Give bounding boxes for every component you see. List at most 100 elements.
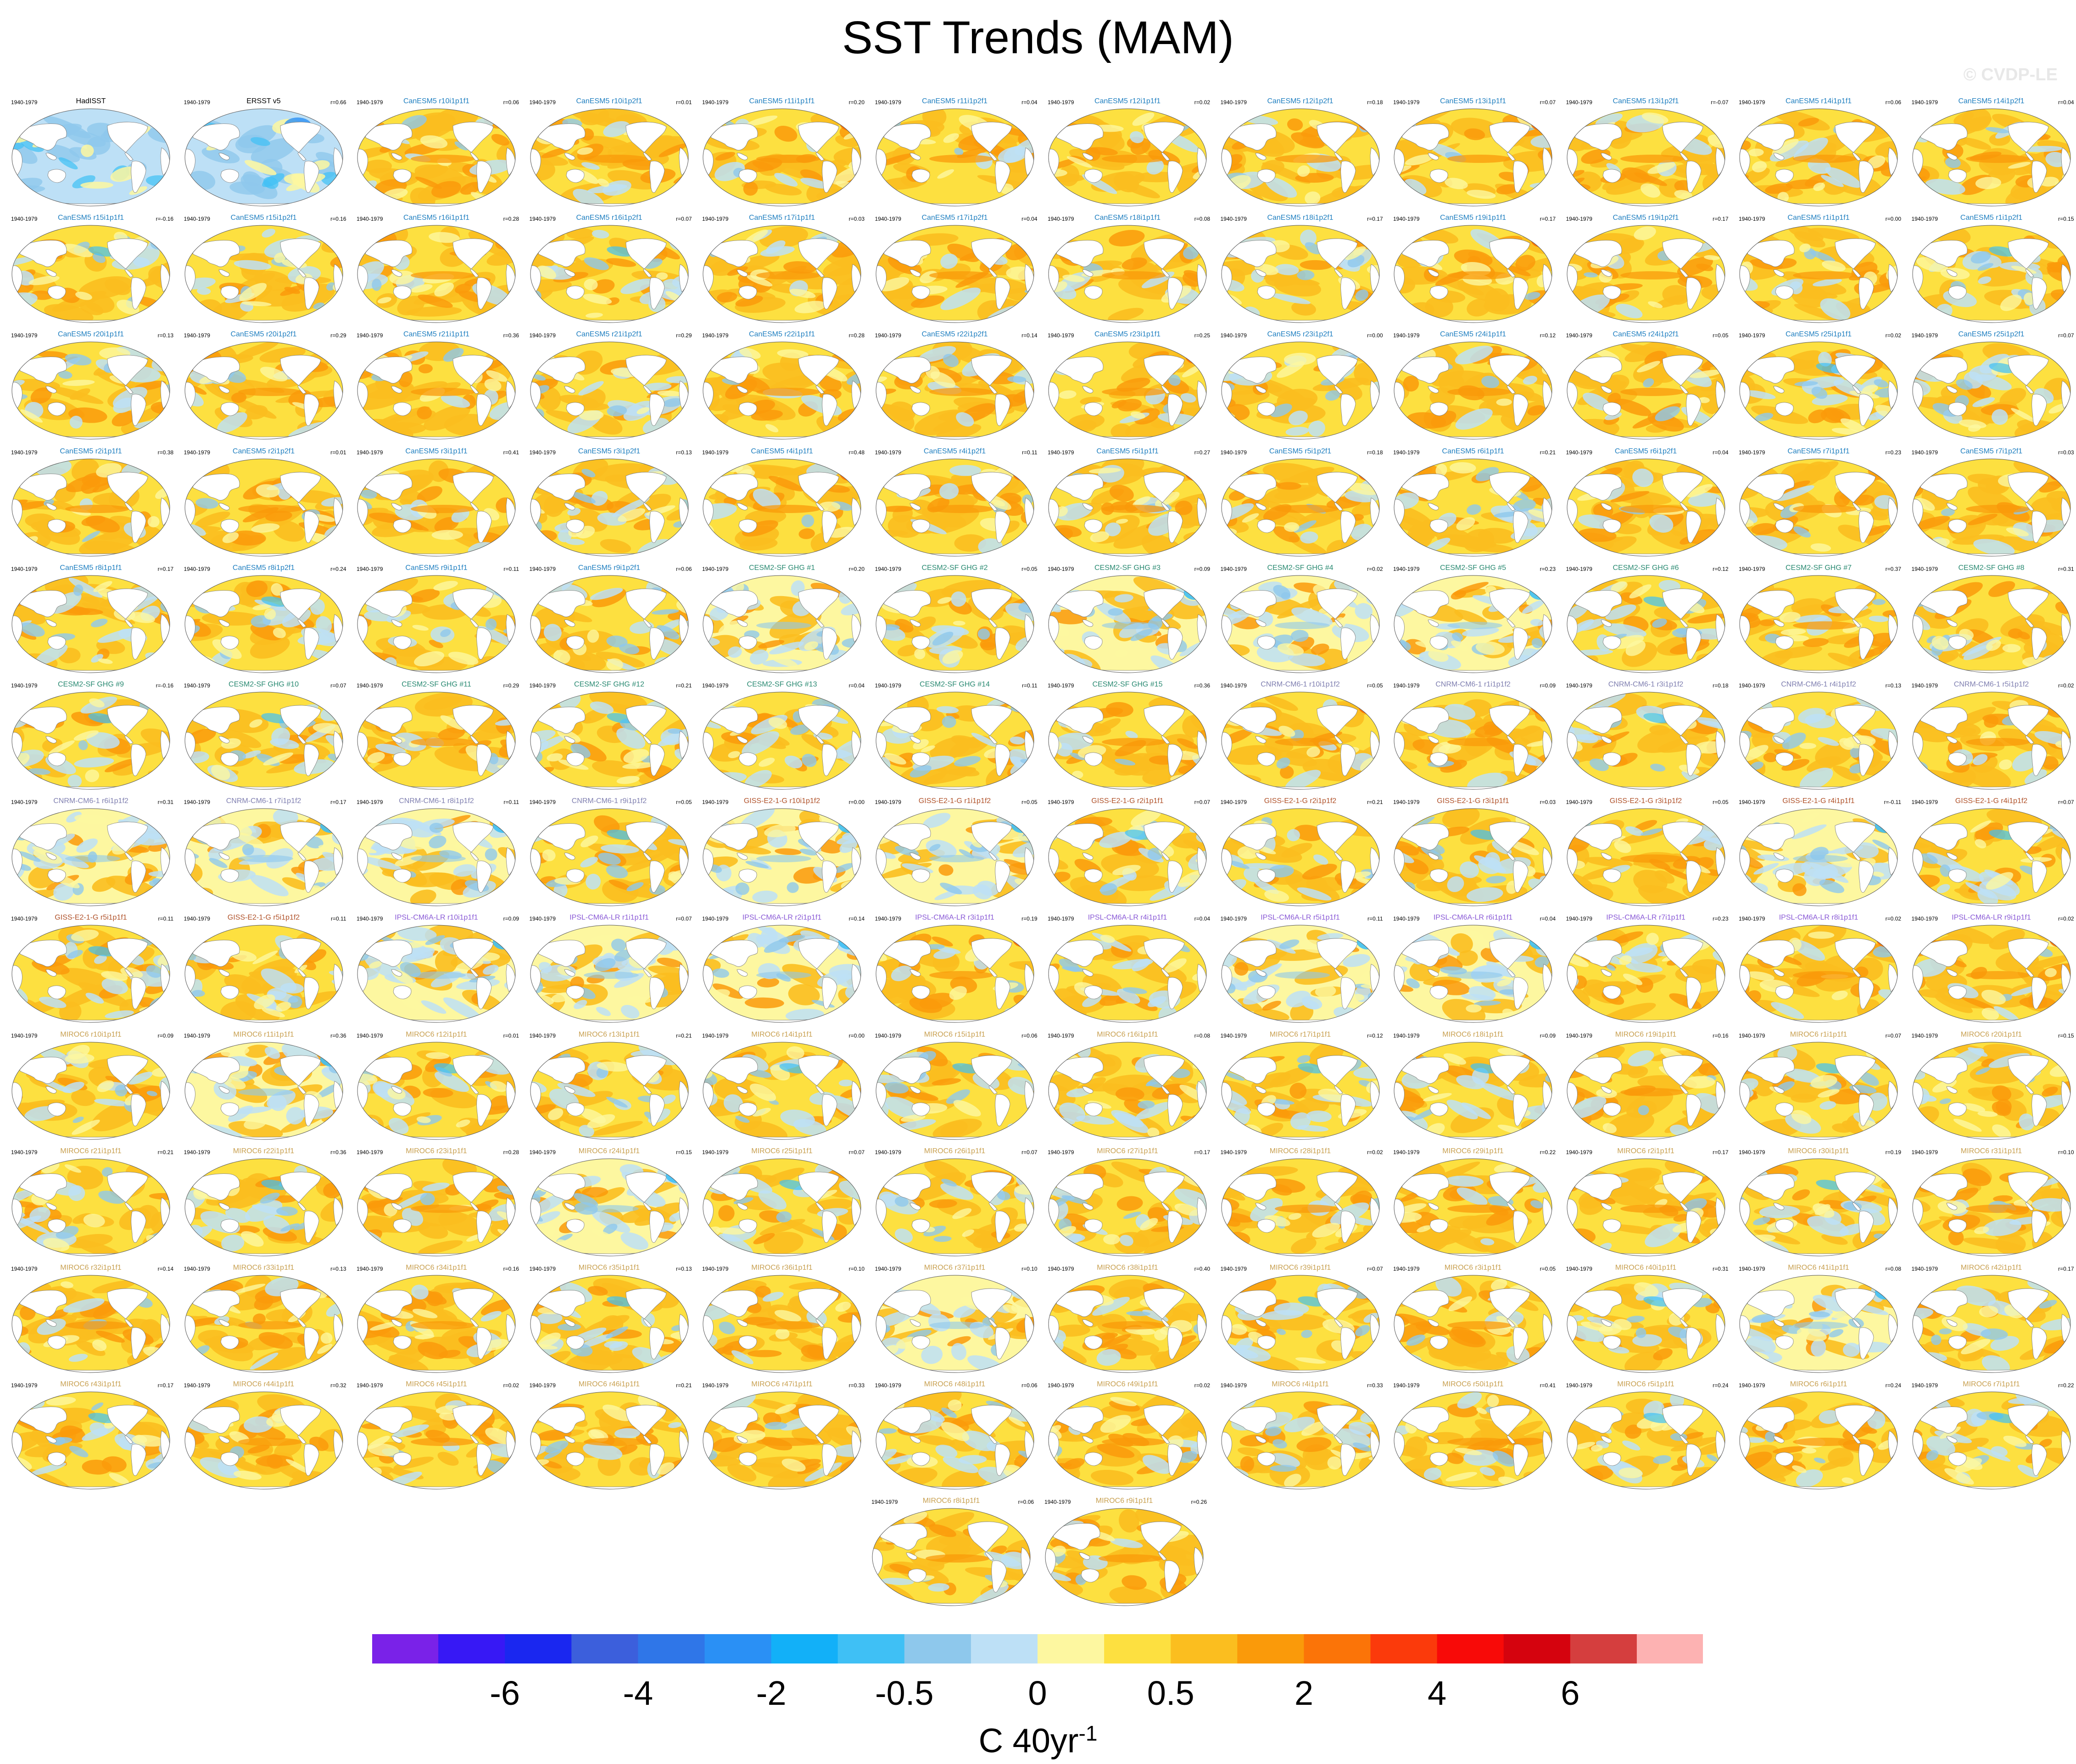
- panel-correlation: r=0.33: [1367, 1382, 1383, 1389]
- colorbar-swatch: [505, 1634, 572, 1664]
- sst-trend-map: [1394, 458, 1552, 557]
- sst-trend-map: [357, 341, 516, 440]
- sst-trend-map: [530, 1042, 688, 1140]
- sst-trend-map: [357, 1158, 516, 1256]
- panel-correlation: r=0.16: [503, 1266, 519, 1272]
- panel-correlation: r=0.24: [1885, 1382, 1901, 1389]
- panel-header: 1940-1979 CanESM5 r7i1p2f1 r=0.03: [1905, 447, 2076, 458]
- panel-title: CanESM5 r20i1p2f1: [230, 330, 297, 339]
- colorbar-tick-labels: -6 -4 -2 -0.5 0 0.5 2 4 6: [0, 1673, 2076, 1714]
- map-panel: 1940-1979 CanESM5 r10i1p2f1 r=0.01: [523, 97, 696, 212]
- panel-correlation: r=0.14: [1021, 332, 1038, 339]
- panel-correlation: r=0.12: [1713, 565, 1729, 572]
- panel-title: CanESM5 r18i1p2f1: [1267, 214, 1334, 222]
- panel-correlation: r=0.07: [1021, 1149, 1038, 1156]
- sst-trend-map: [1739, 925, 1898, 1023]
- panel-correlation: r=0.16: [1713, 1032, 1729, 1039]
- panel-correlation: r=0.21: [676, 682, 692, 689]
- panel-correlation: r=0.17: [157, 1382, 173, 1389]
- panel-header: 1940-1979 MIROC6 r37i1p1f1 r=0.10: [869, 1264, 1041, 1274]
- panel-title: CanESM5 r16i1p1f1: [403, 214, 470, 222]
- panel-title: IPSL-CM6A-LR r2i1p1f1: [742, 914, 822, 922]
- map-panel: 1940-1979 CanESM5 r18i1p2f1 r=0.17: [1214, 214, 1387, 329]
- map-panel: 1940-1979 MIROC6 r40i1p1f1 r=0.31: [1560, 1264, 1732, 1379]
- panel-title: IPSL-CM6A-LR r4i1p1f1: [1088, 914, 1167, 922]
- panel-title: CESM2-SF GHG #3: [1094, 564, 1161, 572]
- panel-correlation: r=0.02: [1367, 1149, 1383, 1156]
- panel-title: CESM2-SF GHG #13: [747, 681, 817, 688]
- sst-trend-map: [872, 1508, 1031, 1606]
- panel-title: CanESM5 r4i1p1f1: [751, 447, 813, 455]
- panel-correlation: r=0.11: [1022, 449, 1038, 456]
- panel-title: CNRM-CM6-1 r9i1p1f2: [571, 797, 647, 805]
- map-panel: 1940-1979 MIROC6 r36i1p1f1 r=0.10: [696, 1264, 868, 1379]
- panel-period-label: 1940-1979: [1393, 99, 1420, 106]
- map-panel: 1940-1979 IPSL-CM6A-LR r10i1p1f1 r=0.09: [350, 914, 523, 1028]
- map-panel: 1940-1979 MIROC6 r12i1p1f1 r=0.01: [350, 1031, 523, 1145]
- sst-trend-map: [1048, 575, 1207, 673]
- panel-correlation: r=0.18: [1367, 449, 1383, 456]
- panel-correlation: r=0.05: [676, 799, 692, 806]
- panel-header: 1940-1979 CESM2-SF GHG #10 r=0.07: [178, 681, 350, 691]
- panel-period-label: 1940-1979: [1048, 1266, 1074, 1272]
- panel-header: 1940-1979 CNRM-CM6-1 r3i1p1f2 r=0.18: [1560, 681, 1732, 691]
- panel-title: CESM2-SF GHG #8: [1958, 564, 2025, 572]
- panel-correlation: r=0.00: [1367, 332, 1383, 339]
- map-panel: 1940-1979 CESM2-SF GHG #8 r=0.31: [1905, 564, 2076, 679]
- map-panel: 1940-1979 ERSST v5 r=0.66: [178, 97, 350, 212]
- panel-period-label: 1940-1979: [357, 1382, 383, 1389]
- panel-correlation: r=0.31: [1713, 1266, 1729, 1272]
- panel-header: 1940-1979 CanESM5 r24i1p1f1 r=0.12: [1387, 330, 1559, 341]
- sst-trend-map: [876, 692, 1034, 790]
- panel-period-label: 1940-1979: [1739, 1149, 1765, 1156]
- panel-correlation: r=-0.16: [156, 682, 173, 689]
- panel-title: MIROC6 r42i1p1f1: [1960, 1264, 2022, 1272]
- panel-period-label: 1940-1979: [702, 332, 729, 339]
- sst-trend-map: [1221, 808, 1379, 906]
- sst-trend-map: [1567, 808, 1725, 906]
- map-panel: 1940-1979 CNRM-CM6-1 r9i1p1f2 r=0.05: [523, 797, 696, 912]
- map-panel: 1940-1979 CNRM-CM6-1 r7i1p1f2 r=0.17: [178, 797, 350, 912]
- panel-title: CanESM5 r8i1p1f1: [60, 564, 122, 572]
- panel-title: MIROC6 r36i1p1f1: [751, 1264, 813, 1272]
- panel-period-label: 1940-1979: [1393, 1032, 1420, 1039]
- map-panel: 1940-1979 CanESM5 r25i1p2f1 r=0.07: [1905, 330, 2076, 445]
- sst-trend-map: [1394, 575, 1552, 673]
- panel-correlation: r=0.09: [1194, 565, 1210, 572]
- sst-trend-map: [530, 1275, 688, 1373]
- panel-header: 1940-1979 IPSL-CM6A-LR r6i1p1f1 r=0.04: [1387, 914, 1559, 924]
- map-panel: 1940-1979 MIROC6 r10i1p1f1 r=0.09: [5, 1031, 177, 1145]
- sst-trend-map: [876, 1275, 1034, 1373]
- sst-trend-map: [1221, 108, 1379, 207]
- panel-period-label: 1940-1979: [529, 1266, 556, 1272]
- panel-period-label: 1940-1979: [1739, 332, 1765, 339]
- colorbar-swatch: [1437, 1634, 1504, 1664]
- panel-period-label: 1940-1979: [1566, 682, 1592, 689]
- map-panel: 1940-1979 CanESM5 r13i1p1f1 r=0.07: [1387, 97, 1559, 212]
- panel-header: 1940-1979 CanESM5 r11i1p2f1 r=0.04: [869, 97, 1041, 107]
- sst-trend-map: [876, 341, 1034, 440]
- panel-correlation: r=0.48: [848, 449, 865, 456]
- panel-title: CESM2-SF GHG #10: [229, 681, 299, 688]
- map-panel: 1940-1979 MIROC6 r47i1p1f1 r=0.33: [696, 1380, 868, 1495]
- sst-trend-map: [876, 458, 1034, 557]
- panel-correlation: r=0.10: [1021, 1266, 1038, 1272]
- panel-correlation: r=0.40: [1194, 1266, 1210, 1272]
- panel-header: 1940-1979 CanESM5 r18i1p1f1 r=0.08: [1041, 214, 1214, 224]
- map-panel: 1940-1979 MIROC6 r43i1p1f1 r=0.17: [5, 1380, 177, 1495]
- map-panel: 1940-1979 CanESM5 r8i1p1f1 r=0.17: [5, 564, 177, 679]
- panel-title: CanESM5 r17i1p1f1: [748, 214, 815, 222]
- map-panel: 1940-1979 CanESM5 r2i1p2f1 r=0.01: [178, 447, 350, 562]
- panel-period-label: 1940-1979: [702, 682, 729, 689]
- sst-trend-map: [11, 1275, 170, 1373]
- panel-header: 1940-1979 MIROC6 r25i1p1f1 r=0.07: [696, 1147, 868, 1157]
- sst-trend-map: [703, 225, 861, 323]
- map-panel: 1940-1979 IPSL-CM6A-LR r2i1p1f1 r=0.14: [696, 914, 868, 1028]
- panel-title: MIROC6 r26i1p1f1: [924, 1147, 986, 1155]
- panel-title: CanESM5 r10i1p1f1: [403, 97, 470, 105]
- map-panel: 1940-1979 MIROC6 r21i1p1f1 r=0.21: [5, 1147, 177, 1262]
- sst-trend-map: [1912, 1158, 2070, 1256]
- panel-period-label: 1940-1979: [11, 565, 38, 572]
- panel-title: MIROC6 r6i1p1f1: [1790, 1380, 1847, 1389]
- panel-title: IPSL-CM6A-LR r1i1p1f1: [569, 914, 649, 922]
